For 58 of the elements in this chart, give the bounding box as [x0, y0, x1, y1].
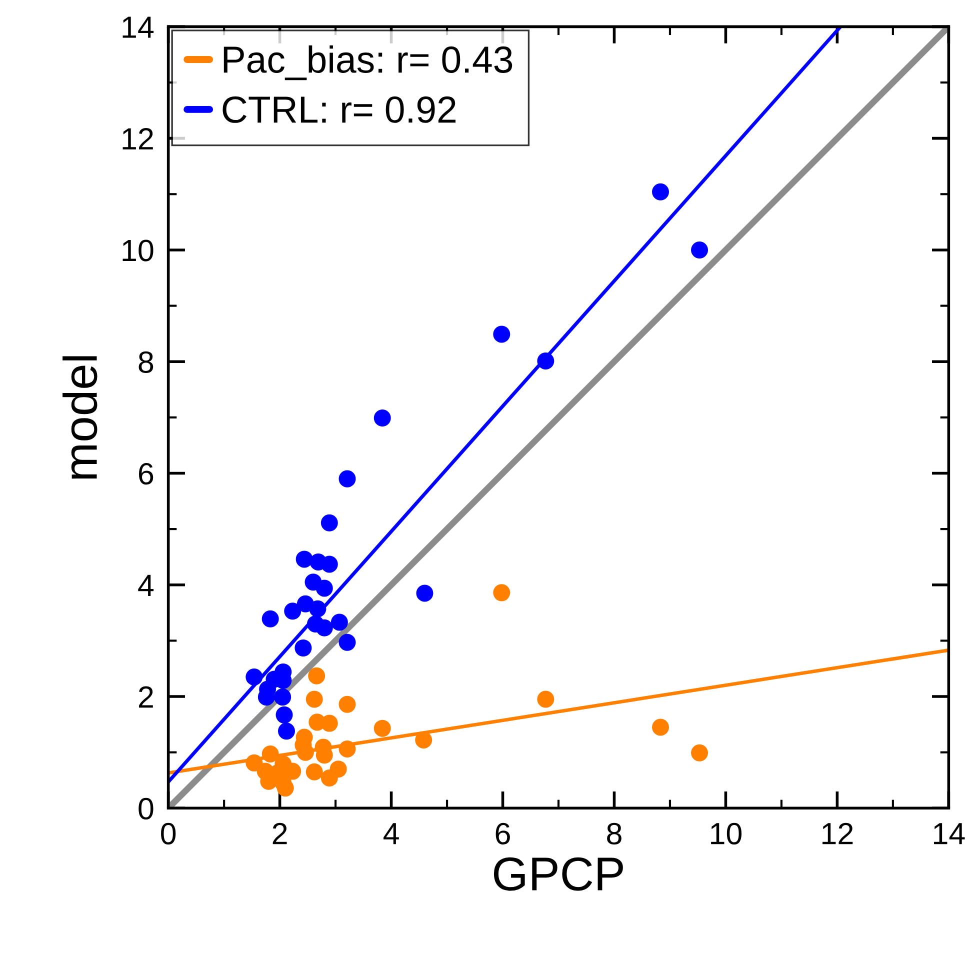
point	[284, 762, 302, 780]
point	[308, 667, 326, 684]
x-tick-label: 0	[161, 822, 176, 844]
point	[262, 745, 279, 763]
legend-label: CTRL: r= 0.92	[222, 96, 456, 123]
legend-label: Pac_bias: r= 0.43	[224, 45, 512, 80]
point	[493, 326, 510, 343]
point	[415, 732, 432, 749]
point	[652, 718, 670, 736]
point	[296, 550, 313, 568]
y-axis-title: model	[62, 356, 98, 479]
x-tick-label: 8	[607, 822, 622, 844]
point	[320, 514, 338, 532]
point	[246, 668, 263, 686]
point	[306, 690, 323, 708]
point	[537, 352, 554, 370]
y-tick-label: 4	[138, 574, 154, 596]
point	[416, 584, 434, 602]
point	[338, 740, 356, 758]
point	[320, 714, 338, 732]
point	[374, 720, 391, 737]
point	[338, 634, 356, 651]
x-tick-label: 6	[496, 822, 510, 844]
point	[294, 639, 312, 656]
x-axis-title: GPCP	[494, 857, 623, 891]
point	[537, 690, 554, 708]
x-tick-label: 2	[272, 822, 287, 844]
point	[652, 183, 670, 200]
x-tick-label: 14	[934, 823, 965, 844]
y-tick-label: 14	[122, 16, 154, 38]
point	[284, 602, 302, 620]
point	[374, 409, 391, 426]
point	[276, 706, 293, 724]
x-tick-label: 4	[383, 823, 399, 844]
point	[306, 763, 323, 780]
point	[274, 688, 292, 706]
point	[246, 754, 263, 772]
y-tick-label: 8	[138, 351, 154, 373]
y-tick-label: 0	[138, 798, 154, 820]
point	[262, 610, 279, 628]
y-tick-label: 10	[122, 240, 154, 262]
y-tick-label: 12	[122, 128, 153, 150]
point	[316, 619, 333, 636]
point	[309, 600, 326, 618]
point	[691, 744, 708, 762]
y-tick-label: 6	[139, 462, 154, 485]
point	[278, 722, 295, 740]
point	[330, 614, 348, 631]
point	[330, 760, 347, 778]
point	[338, 470, 356, 488]
point	[691, 241, 708, 258]
point	[338, 696, 356, 713]
x-tick-label: 10	[711, 822, 742, 844]
point	[320, 556, 338, 573]
x-tick-label: 12	[822, 822, 853, 844]
point	[493, 584, 510, 602]
y-tick-label: 2	[138, 686, 153, 708]
point	[316, 580, 333, 597]
